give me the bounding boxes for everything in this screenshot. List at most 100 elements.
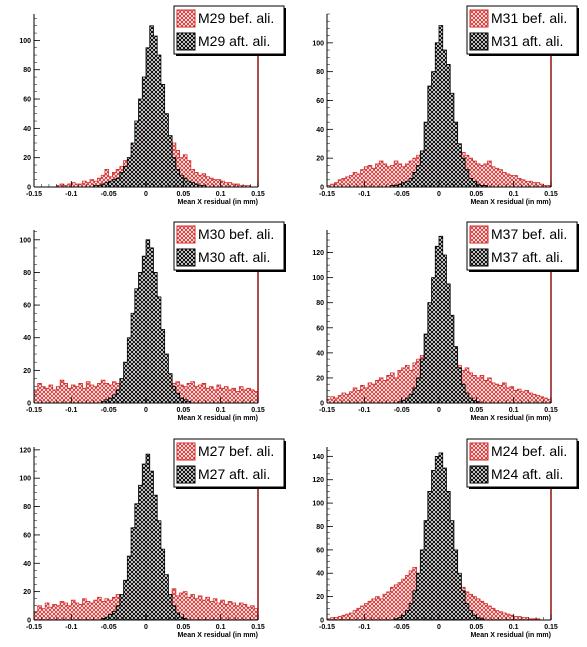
bar-before-alignment <box>338 616 342 620</box>
x-tick-label: -0.15 <box>26 407 42 414</box>
bar-before-alignment <box>349 612 354 620</box>
bar-before-alignment <box>517 389 522 403</box>
bar-before-alignment <box>78 604 83 620</box>
y-tick-label: 20 <box>23 368 31 375</box>
bar-before-alignment <box>56 605 61 620</box>
bar-after-alignment <box>431 71 436 187</box>
bar-before-alignment <box>179 385 184 403</box>
bar-before-alignment <box>401 579 406 620</box>
bar-before-alignment <box>205 176 210 187</box>
bar-before-alignment <box>536 618 540 620</box>
bar-before-alignment <box>224 604 229 620</box>
x-tick-label: 0.1 <box>216 191 226 198</box>
bar-after-alignment <box>119 172 124 187</box>
bar-after-alignment <box>164 354 169 403</box>
bar-before-alignment <box>353 387 357 403</box>
bar-before-alignment <box>254 391 258 403</box>
bar-before-alignment <box>243 604 247 620</box>
bar-before-alignment <box>476 598 481 620</box>
bar-before-alignment <box>45 602 49 620</box>
bar-before-alignment <box>112 381 117 403</box>
bar-after-alignment <box>138 99 143 187</box>
y-tick-label: 40 <box>316 571 324 578</box>
bar-after-alignment <box>480 185 484 187</box>
bar-before-alignment <box>224 386 229 403</box>
bar-before-alignment <box>498 385 503 403</box>
y-tick-label: 80 <box>316 524 324 531</box>
legend-swatch <box>176 465 196 484</box>
bar-before-alignment <box>498 169 503 187</box>
bar-before-alignment <box>502 382 507 403</box>
y-tick-label: 100 <box>312 40 324 47</box>
bar-after-alignment <box>172 605 176 620</box>
x-tick-label: 0.05 <box>470 624 484 631</box>
bar-before-alignment <box>235 605 240 620</box>
bar-before-alignment <box>483 380 488 403</box>
bar-after-alignment <box>153 35 158 187</box>
bar-before-alignment <box>468 372 473 403</box>
x-tick-label: -0.1 <box>65 191 77 198</box>
bar-before-alignment <box>86 381 90 403</box>
bar-after-alignment <box>480 618 484 620</box>
x-tick-label: 0 <box>437 191 441 198</box>
bar-after-alignment <box>123 362 128 403</box>
bar-after-alignment <box>146 47 150 187</box>
bar-before-alignment <box>476 377 481 403</box>
bar-after-alignment <box>439 452 443 620</box>
bar-before-alignment <box>356 174 361 187</box>
legend-label: M30 aft. ali. <box>198 249 270 265</box>
bar-before-alignment <box>220 600 225 620</box>
bar-before-alignment <box>521 179 525 187</box>
bar-before-alignment <box>330 396 335 403</box>
bar-after-alignment <box>420 359 425 403</box>
bar-before-alignment <box>228 182 232 187</box>
bar-after-alignment <box>465 392 469 403</box>
y-tick-label: 80 <box>23 504 31 511</box>
bar-before-alignment <box>383 163 387 187</box>
bar-before-alignment <box>401 166 406 187</box>
bar-before-alignment <box>327 399 331 403</box>
bar-before-alignment <box>108 600 113 620</box>
bar-before-alignment <box>524 617 529 620</box>
x-tick-label: 0.05 <box>177 191 191 198</box>
x-tick-label: 0.05 <box>470 407 484 414</box>
bar-before-alignment <box>97 383 102 403</box>
bar-before-alignment <box>78 383 83 403</box>
bar-before-alignment <box>341 392 346 403</box>
bar-before-alignment <box>246 388 251 403</box>
y-tick-label: 100 <box>312 275 324 282</box>
bar-before-alignment <box>338 395 342 403</box>
bar-before-alignment <box>509 175 514 187</box>
bar-before-alignment <box>239 602 244 620</box>
legend-label: M37 aft. ali. <box>491 249 563 265</box>
bar-after-alignment <box>108 614 113 620</box>
x-tick-label: 0 <box>144 191 148 198</box>
x-tick-label: 0.15 <box>544 191 558 198</box>
bar-after-alignment <box>409 394 413 403</box>
bar-before-alignment <box>360 169 365 187</box>
bar-after-alignment <box>123 580 128 620</box>
bar-before-alignment <box>243 185 247 187</box>
x-axis-label: Mean X residual (in mm) <box>177 199 258 206</box>
bar-before-alignment <box>175 150 180 187</box>
x-tick-label: 0.1 <box>509 624 519 631</box>
bar-after-alignment <box>416 165 421 188</box>
legend-swatch <box>469 465 489 484</box>
bar-before-alignment <box>104 169 109 187</box>
bar-before-alignment <box>472 375 477 403</box>
bar-before-alignment <box>509 615 514 620</box>
x-axis-label: Mean X residual (in mm) <box>470 415 551 422</box>
y-tick-label: 20 <box>316 375 324 382</box>
bar-before-alignment <box>487 161 492 187</box>
bar-before-alignment <box>183 154 188 187</box>
bar-before-alignment <box>368 601 372 620</box>
bar-after-alignment <box>476 401 481 403</box>
bar-after-alignment <box>472 615 477 620</box>
bar-after-alignment <box>190 182 195 187</box>
bar-before-alignment <box>202 600 206 620</box>
bar-before-alignment <box>480 165 484 188</box>
x-tick-label: -0.05 <box>101 191 117 198</box>
bar-before-alignment <box>104 598 109 620</box>
bar-before-alignment <box>536 182 540 187</box>
x-tick-label: -0.1 <box>65 407 77 414</box>
